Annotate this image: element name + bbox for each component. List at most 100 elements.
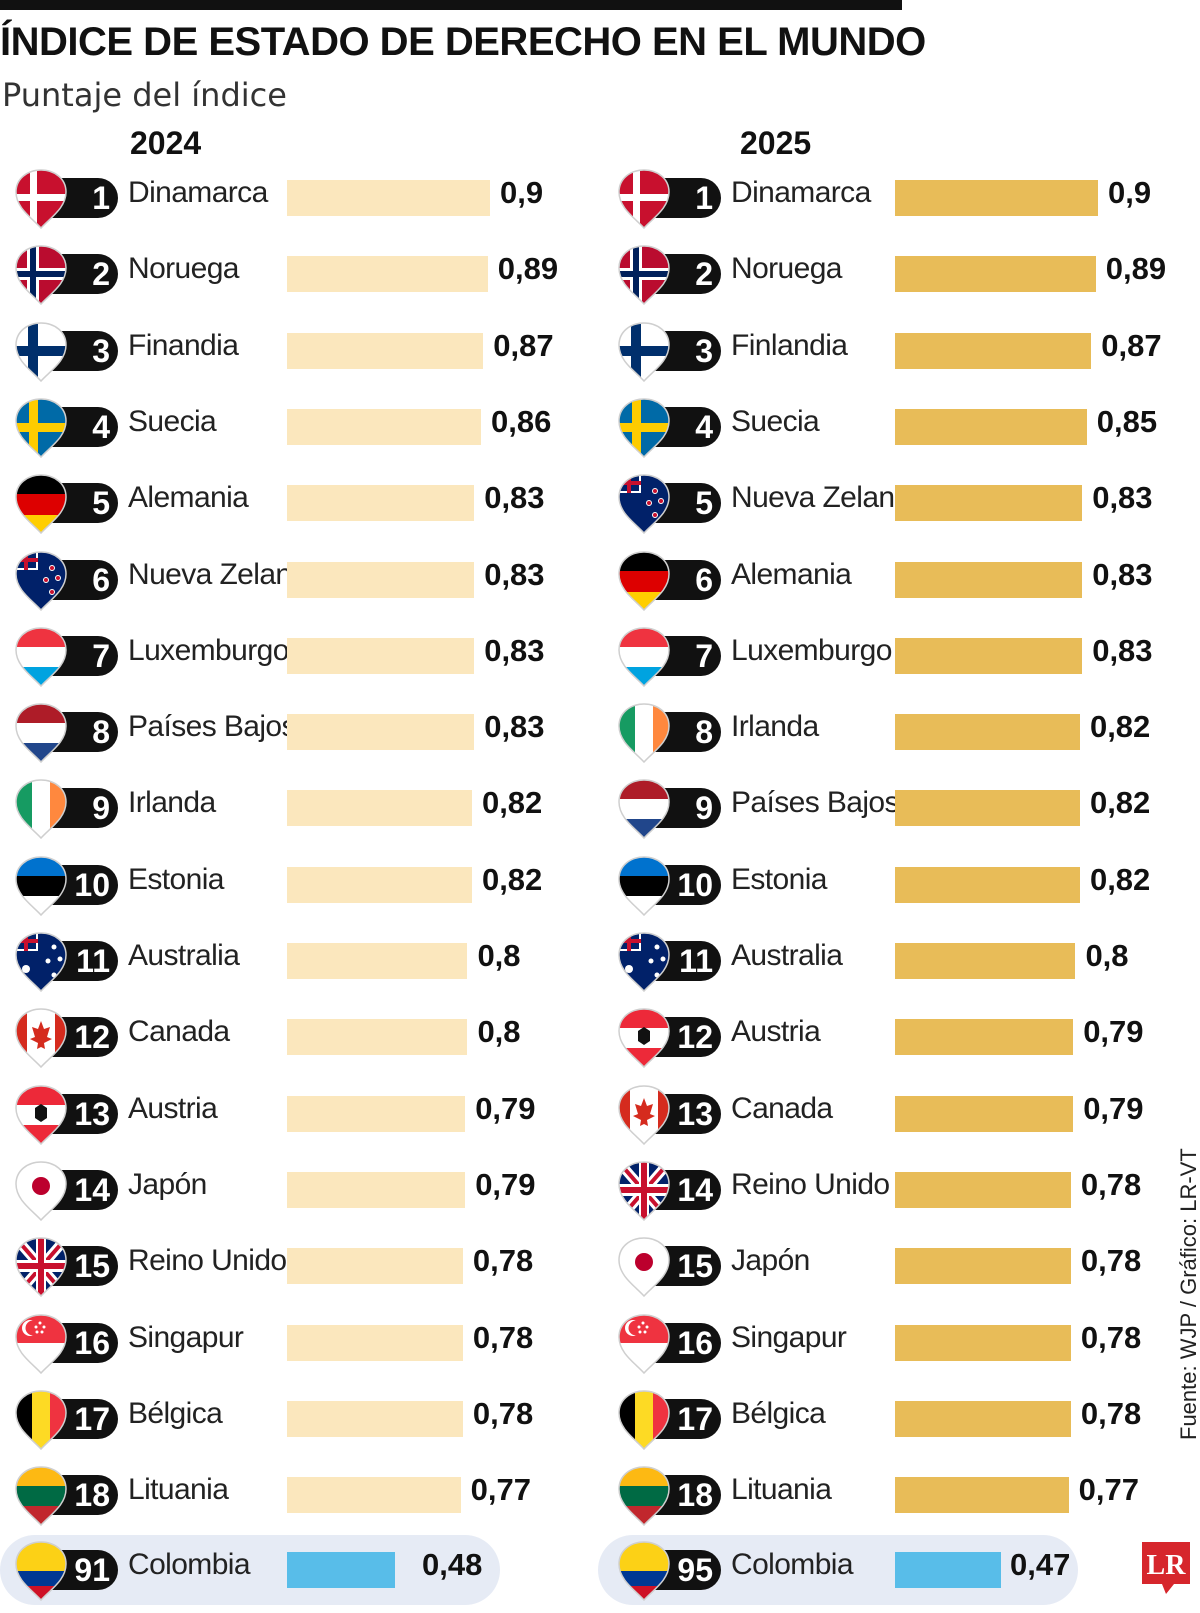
singapore-flag-icon — [15, 1313, 67, 1374]
value-bar — [287, 180, 490, 216]
panel-2024-row: 17 Bélgica 0,78 — [0, 1389, 600, 1450]
panel-2025-row: 7 Luxemburgo 0,83 — [603, 626, 1200, 687]
value-bar — [895, 1248, 1071, 1285]
value-label: 0,78 — [1080, 1395, 1142, 1431]
rank-number: 6 — [695, 561, 713, 598]
panel-2025-row: 18 Lituania 0,77 — [603, 1465, 1200, 1527]
rank-number: 16 — [677, 1324, 713, 1361]
country-label: Canada — [731, 1091, 833, 1125]
panel-2024-row: 4 Suecia 0,86 — [0, 397, 600, 459]
finland-flag-icon — [15, 321, 67, 382]
japan-flag-icon — [618, 1237, 670, 1298]
rank-number: 14 — [677, 1171, 713, 1208]
finland-flag-icon — [618, 321, 670, 382]
country-label: Lituania — [731, 1473, 832, 1507]
country-label: Irlanda — [128, 786, 216, 820]
value-bar — [895, 943, 1076, 979]
value-label: 0,83 — [484, 556, 545, 592]
panel-2025-row: 1 Dinamarca 0,9 — [603, 168, 1200, 230]
rank-number: 15 — [677, 1248, 713, 1285]
norway-flag-icon — [618, 245, 670, 306]
value-bar — [895, 714, 1080, 751]
value-label: 0,79 — [1083, 1014, 1144, 1050]
panel-2024-row: 11 Australia 0,8 — [0, 931, 600, 993]
value-bar — [287, 408, 481, 445]
country-label: Colombia — [128, 1548, 251, 1581]
rank-number: 95 — [677, 1552, 713, 1588]
panel-2025-row: 12 Austria 0,79 — [603, 1007, 1200, 1069]
value-bar — [895, 637, 1083, 674]
country-label: Australia — [128, 939, 240, 972]
panel-2024-row: 9 Irlanda 0,82 — [0, 778, 600, 840]
sweden-flag-icon — [15, 398, 67, 459]
value-label: 0,87 — [493, 327, 554, 363]
ireland-flag-icon — [618, 703, 670, 764]
value-bar — [895, 180, 1098, 216]
chart-subtitle: Puntaje del índice — [2, 76, 287, 114]
rank-number: 2 — [92, 256, 110, 293]
country-label: Nueva Zelanda — [731, 481, 927, 515]
value-bar — [895, 1095, 1074, 1132]
value-label: 0,78 — [1080, 1319, 1142, 1355]
value-bar — [895, 1324, 1071, 1361]
country-label: Dinamarca — [731, 176, 871, 209]
rank-number: 16 — [74, 1324, 110, 1361]
rank-number: 14 — [74, 1171, 110, 1208]
value-label: 0,79 — [1083, 1090, 1144, 1126]
country-label: Japón — [128, 1167, 207, 1201]
panel-2024-row: 18 Lituania 0,77 — [0, 1465, 600, 1527]
value-label: 0,78 — [472, 1319, 534, 1355]
country-label: Finlandia — [731, 328, 848, 362]
panel-2024-row: 15 Reino Unido 0,78 — [0, 1236, 600, 1298]
value-label: 0,48 — [422, 1547, 483, 1582]
value-label: 0,9 — [1108, 175, 1152, 210]
lithuania-flag-icon — [15, 1466, 67, 1527]
value-bar — [287, 1400, 463, 1437]
value-bar — [287, 1324, 463, 1361]
panel-2024-row: 14 Japón 0,79 — [0, 1160, 600, 1222]
country-label: Estonia — [128, 862, 224, 896]
rank-number: 7 — [695, 637, 713, 674]
value-bar — [895, 561, 1083, 598]
value-label: 0,47 — [1010, 1547, 1071, 1582]
panel-2024-row: 5 Alemania 0,83 — [0, 473, 600, 535]
country-label: Luxemburgo — [128, 633, 289, 667]
ireland-flag-icon — [15, 779, 67, 840]
country-label: Austria — [128, 1091, 218, 1125]
panel-2024-row: 7 Luxemburgo 0,83 — [0, 626, 600, 687]
colombia-flag-icon — [618, 1541, 670, 1602]
canada-flag-icon — [618, 1084, 670, 1145]
value-label: 0,77 — [470, 1472, 532, 1508]
netherlands-flag-icon — [618, 779, 670, 840]
value-bar — [895, 256, 1096, 293]
panel-2025-row: 14 Reino Unido 0,78 — [603, 1160, 1200, 1222]
value-label: 0,83 — [1092, 632, 1153, 668]
value-bar — [287, 714, 475, 751]
panel-2024-row: 91 Colombia 0,48 — [0, 1540, 600, 1602]
value-bar — [895, 1552, 1001, 1588]
sweden-flag-icon — [618, 398, 670, 459]
country-label: Australia — [731, 939, 843, 972]
value-label: 0,82 — [1089, 861, 1151, 897]
germany-flag-icon — [15, 474, 67, 535]
value-label: 0,8 — [1085, 938, 1129, 973]
panel-2024-row: 10 Estonia 0,82 — [0, 855, 600, 916]
value-bar — [895, 790, 1080, 827]
value-bar — [287, 790, 472, 827]
country-label: Países Bajos — [128, 710, 297, 744]
country-label: Finandia — [128, 328, 239, 362]
rank-number: 12 — [74, 1019, 110, 1056]
value-bar — [895, 1477, 1069, 1514]
country-label: Singapur — [128, 1320, 244, 1354]
lr-logo: LR — [1142, 1542, 1190, 1594]
rank-number: 15 — [74, 1248, 110, 1285]
country-label: Noruega — [731, 252, 842, 286]
norway-flag-icon — [15, 245, 67, 306]
panel-2025-row: 10 Estonia 0,82 — [603, 855, 1200, 916]
panel-2025-row: 16 Singapur 0,78 — [603, 1313, 1200, 1374]
value-label: 0,9 — [500, 175, 544, 210]
value-bar — [287, 332, 484, 369]
panel-2025-row: 3 Finlandia 0,87 — [603, 321, 1200, 382]
uk-flag-icon — [618, 1161, 670, 1222]
rank-number: 5 — [695, 485, 713, 522]
